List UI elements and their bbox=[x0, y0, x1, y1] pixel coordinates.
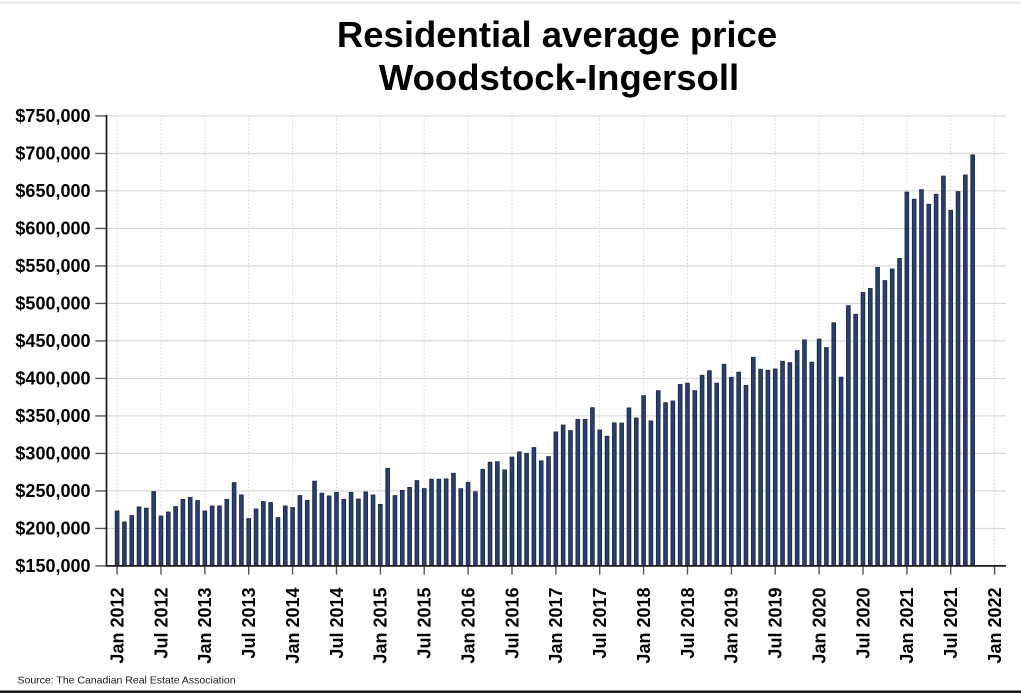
svg-text:$650,000: $650,000 bbox=[15, 181, 90, 201]
svg-text:Jul 2012: Jul 2012 bbox=[151, 588, 171, 659]
svg-text:Jan 2017: Jan 2017 bbox=[546, 588, 566, 664]
svg-text:$150,000: $150,000 bbox=[15, 556, 90, 576]
svg-text:Source: The Canadian Real Esta: Source: The Canadian Real Estate Associa… bbox=[18, 675, 236, 687]
svg-text:$450,000: $450,000 bbox=[15, 331, 90, 351]
svg-text:Jul 2020: Jul 2020 bbox=[853, 588, 873, 659]
svg-text:Jan 2021: Jan 2021 bbox=[897, 588, 917, 664]
svg-text:Jul 2016: Jul 2016 bbox=[502, 588, 522, 659]
svg-text:$200,000: $200,000 bbox=[15, 519, 90, 539]
svg-text:Jul 2018: Jul 2018 bbox=[678, 588, 698, 659]
svg-text:Jul 2015: Jul 2015 bbox=[415, 588, 435, 659]
svg-text:Jul 2017: Jul 2017 bbox=[590, 588, 610, 659]
svg-text:Jan 2013: Jan 2013 bbox=[195, 588, 215, 664]
svg-text:Jul 2021: Jul 2021 bbox=[941, 588, 961, 659]
svg-text:$600,000: $600,000 bbox=[15, 219, 90, 239]
svg-text:Jan 2016: Jan 2016 bbox=[458, 588, 478, 664]
svg-text:$700,000: $700,000 bbox=[15, 144, 90, 164]
svg-text:Jan 2020: Jan 2020 bbox=[809, 588, 829, 664]
svg-text:$400,000: $400,000 bbox=[15, 369, 90, 389]
svg-text:$750,000: $750,000 bbox=[15, 106, 90, 126]
svg-text:Jan 2018: Jan 2018 bbox=[634, 588, 654, 664]
svg-text:$350,000: $350,000 bbox=[15, 406, 90, 426]
svg-text:$300,000: $300,000 bbox=[15, 444, 90, 464]
svg-text:Residential average price: Residential average price bbox=[337, 14, 777, 55]
svg-text:Woodstock-Ingersoll: Woodstock-Ingersoll bbox=[379, 57, 739, 98]
svg-text:$250,000: $250,000 bbox=[15, 481, 90, 501]
svg-text:$500,000: $500,000 bbox=[15, 294, 90, 314]
svg-text:Jan 2019: Jan 2019 bbox=[722, 588, 742, 664]
svg-text:Jul 2019: Jul 2019 bbox=[766, 588, 786, 659]
svg-text:Jan 2022: Jan 2022 bbox=[985, 588, 1005, 664]
svg-text:Jul 2013: Jul 2013 bbox=[239, 588, 259, 659]
svg-text:Jan 2014: Jan 2014 bbox=[283, 588, 303, 664]
svg-text:Jul 2014: Jul 2014 bbox=[327, 588, 347, 659]
svg-text:Jan 2015: Jan 2015 bbox=[371, 588, 391, 664]
svg-text:$550,000: $550,000 bbox=[15, 256, 90, 276]
svg-text:Jan 2012: Jan 2012 bbox=[107, 588, 127, 664]
